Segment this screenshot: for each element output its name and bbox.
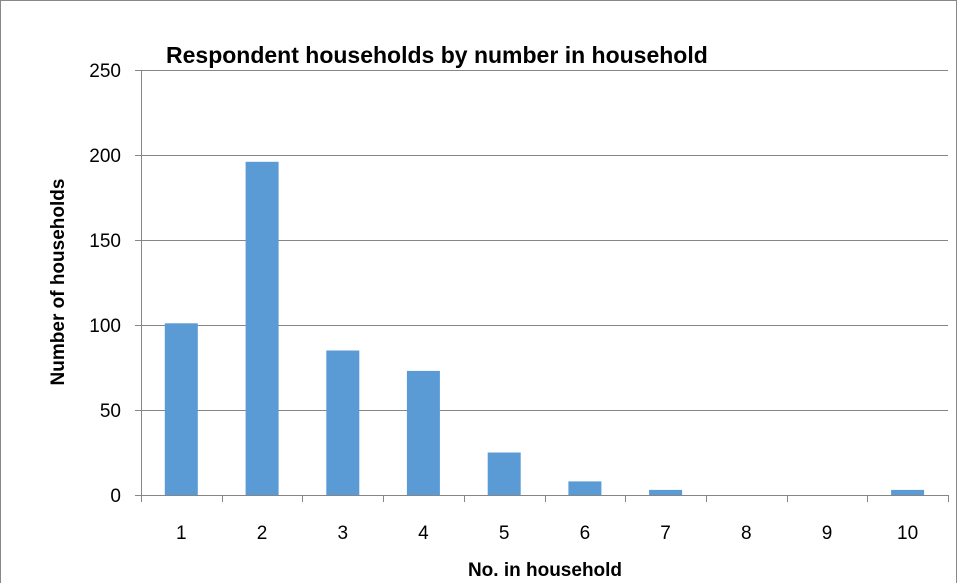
x-tick-label: 2 [257, 523, 268, 544]
bar-1 [164, 323, 198, 495]
y-tick-label: 0 [110, 486, 121, 507]
bar-2 [245, 161, 279, 496]
bar-6 [568, 481, 602, 495]
y-tick-label: 250 [89, 61, 121, 82]
x-tick-label: 10 [897, 523, 918, 544]
bar-3 [326, 350, 360, 495]
x-tick-label: 6 [580, 523, 591, 544]
y-tick-label: 200 [89, 146, 121, 167]
x-tick-label: 1 [176, 523, 187, 544]
x-tick-label: 3 [338, 523, 349, 544]
bars [164, 161, 925, 496]
y-tick-label: 100 [89, 316, 121, 337]
y-tick-label: 150 [89, 231, 121, 252]
bar-7 [649, 489, 683, 495]
y-tick-labels: 0 50 100 150 200 250 [89, 61, 121, 507]
x-tick-label: 8 [741, 523, 752, 544]
bar-4 [406, 370, 440, 495]
x-tick-label: 5 [499, 523, 510, 544]
y-axis-title: Number of households [48, 179, 69, 386]
x-tick-label: 4 [418, 523, 429, 544]
y-tick-label: 50 [100, 401, 121, 422]
axes [135, 70, 949, 502]
x-tick-label: 7 [660, 523, 671, 544]
bar-5 [487, 452, 521, 495]
x-tick-label: 9 [822, 523, 833, 544]
bar-10 [891, 489, 925, 495]
chart-title: Respondent households by number in house… [166, 42, 708, 68]
x-tick-labels: 1 2 3 4 5 6 7 8 9 10 [176, 523, 918, 544]
x-axis-title: No. in household [468, 560, 622, 581]
